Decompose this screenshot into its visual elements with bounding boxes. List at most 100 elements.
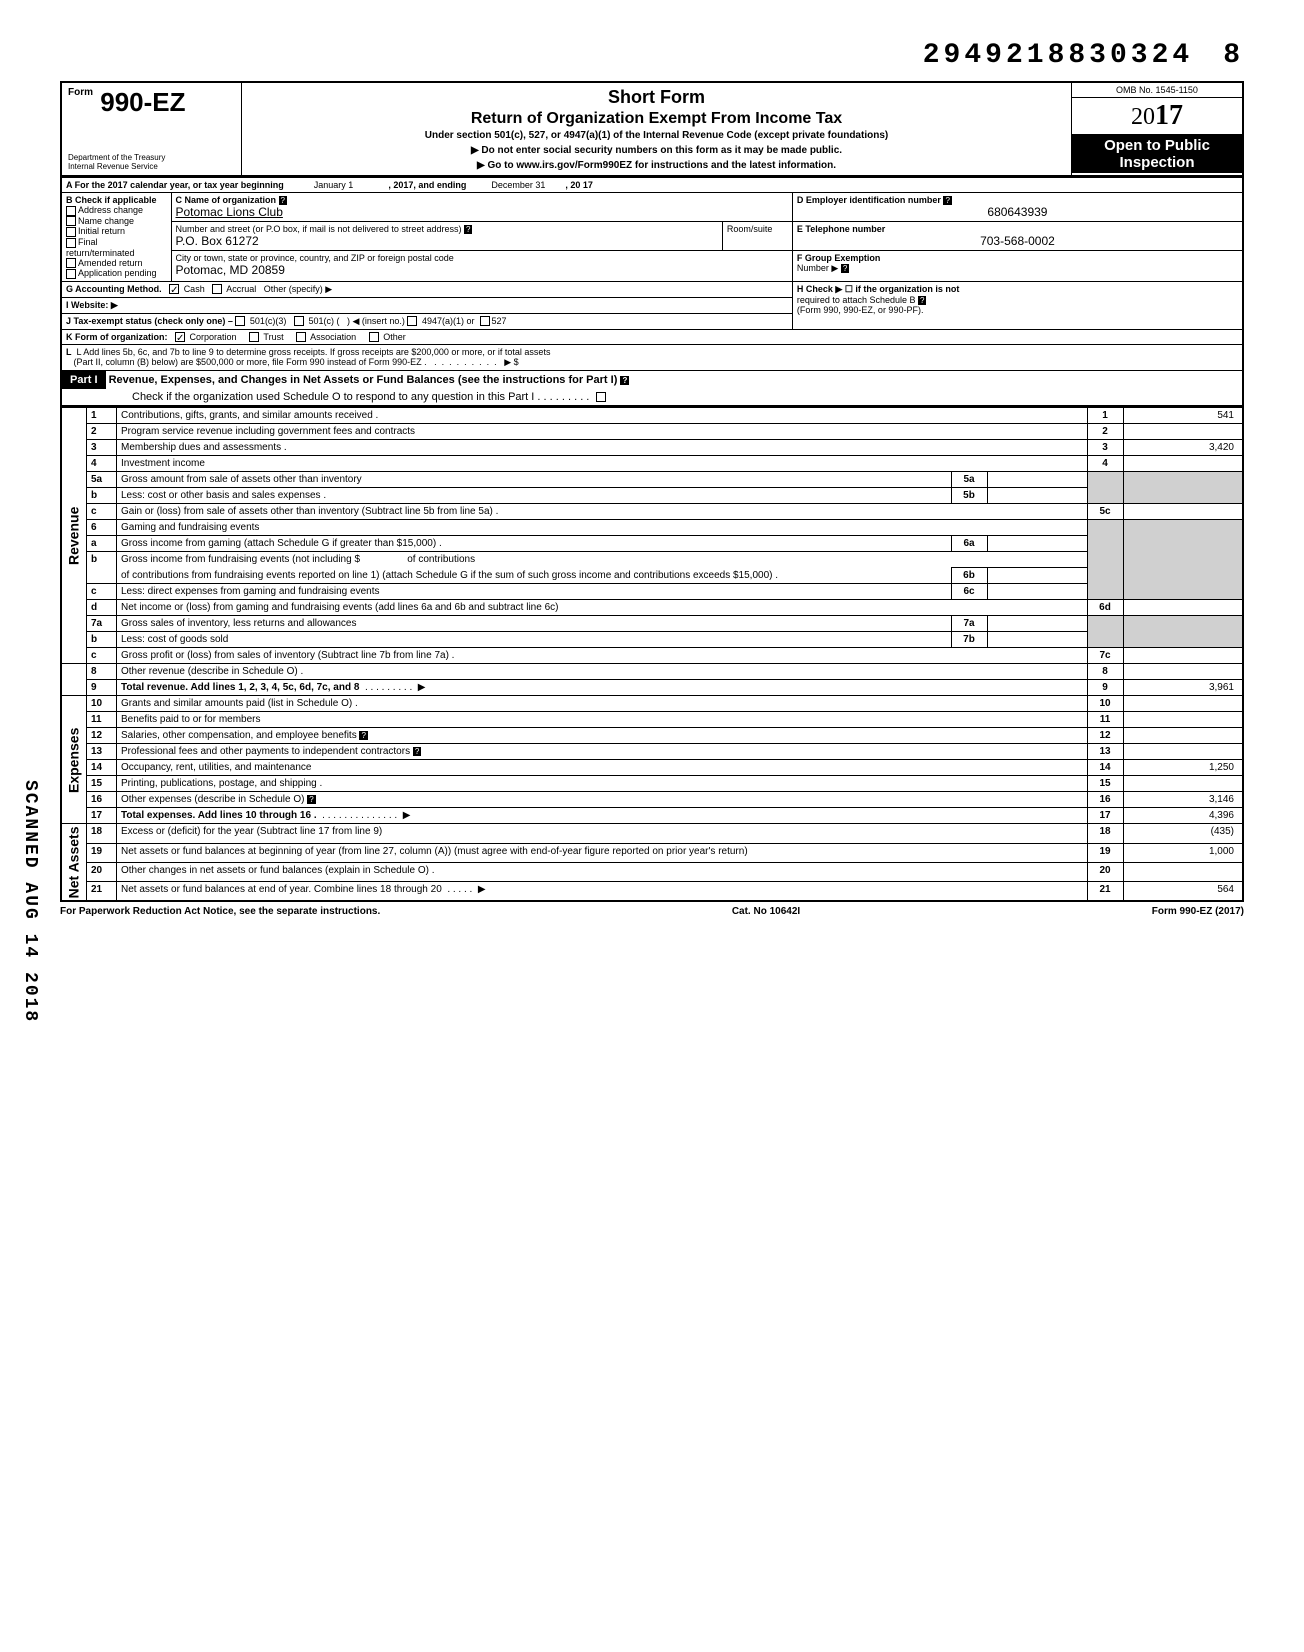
row-a: A For the 2017 calendar year, or tax yea… xyxy=(61,178,1243,193)
part1-title: Revenue, Expenses, and Changes in Net As… xyxy=(109,374,618,386)
line-num-7c: c xyxy=(87,648,117,664)
line-11-val xyxy=(1123,712,1243,728)
part1-table: Revenue 1 Contributions, gifts, grants, … xyxy=(60,407,1244,902)
c-city-cell: City or town, state or province, country… xyxy=(171,251,792,282)
checkbox-trust-icon[interactable] xyxy=(249,332,259,342)
checkbox-cash-icon[interactable] xyxy=(169,284,179,294)
help-icon: ? xyxy=(620,376,629,385)
line-6-desc: Gaming and fundraising events xyxy=(117,520,1088,536)
b-opt-0: Address change xyxy=(78,205,143,215)
box-num-14: 14 xyxy=(1087,760,1123,776)
line-9-desc-wrap: Total revenue. Add lines 1, 2, 3, 4, 5c,… xyxy=(117,680,1088,696)
line-num-6c: c xyxy=(87,584,117,600)
tax-year: 2017 xyxy=(1072,98,1242,135)
k-trust: Trust xyxy=(263,332,283,342)
checkbox-4947-icon[interactable] xyxy=(407,316,417,326)
j-tax-exempt-cell: J Tax-exempt status (check only one) – 5… xyxy=(61,313,792,329)
b-opt-4: Amended return xyxy=(78,258,143,268)
checkbox-other-icon[interactable] xyxy=(369,332,379,342)
line-7c-val xyxy=(1123,648,1243,664)
title-short-form: Short Form xyxy=(250,87,1063,108)
line-17-wrap: Total expenses. Add lines 10 through 16 … xyxy=(117,808,1088,824)
street-label: Number and street (or P.O box, if mail i… xyxy=(176,224,462,234)
g-label: G Accounting Method. xyxy=(66,284,162,294)
line-13-desc: Professional fees and other payments to … xyxy=(121,746,410,757)
b-address-change[interactable]: Address change xyxy=(66,205,167,216)
f-group-cell: F Group Exemption Number ▶ ? xyxy=(792,251,1243,282)
line-num-16: 16 xyxy=(87,792,117,808)
b-opt-3: Final return/terminated xyxy=(66,237,135,258)
dept-block: Department of the Treasury Internal Reve… xyxy=(68,153,235,171)
line-8-desc: Other revenue (describe in Schedule O) . xyxy=(117,664,1088,680)
b-initial-return[interactable]: Initial return xyxy=(66,226,167,237)
line-19-val: 1,000 xyxy=(1123,843,1243,862)
line-6d-val xyxy=(1123,600,1243,616)
checkbox-icon[interactable] xyxy=(66,227,76,237)
box-num-17: 17 xyxy=(1087,808,1123,824)
box-5-shaded-val xyxy=(1123,472,1243,504)
e-label: E Telephone number xyxy=(797,224,885,234)
checkbox-icon[interactable] xyxy=(66,258,76,268)
line-num-8: 8 xyxy=(87,664,117,680)
box-7-shaded-val xyxy=(1123,616,1243,648)
checkbox-corp-icon[interactable] xyxy=(175,332,185,342)
checkbox-accrual-icon[interactable] xyxy=(212,284,222,294)
line-15-desc: Printing, publications, postage, and shi… xyxy=(117,776,1088,792)
footer: For Paperwork Reduction Act Notice, see … xyxy=(60,902,1244,921)
checkbox-assoc-icon[interactable] xyxy=(296,332,306,342)
note-ssn: ▶ Do not enter social security numbers o… xyxy=(250,145,1063,156)
d-ein-cell: D Employer identification number ? 68064… xyxy=(792,193,1243,222)
document-number: 29492188303248 xyxy=(60,40,1244,71)
b-amended-return[interactable]: Amended return xyxy=(66,258,167,269)
checkbox-icon[interactable] xyxy=(66,206,76,216)
f-label: F Group Exemption xyxy=(797,253,881,263)
line-num-18: 18 xyxy=(87,824,117,843)
box-5-shaded xyxy=(1087,472,1123,504)
checkbox-icon[interactable] xyxy=(66,216,76,226)
mini-6c: 6c xyxy=(951,584,987,600)
line-16-val: 3,146 xyxy=(1123,792,1243,808)
line-12-wrap: Salaries, other compensation, and employ… xyxy=(117,728,1088,744)
line-6b-desc2: of contributions from fundraising events… xyxy=(117,568,952,584)
checkbox-501c-icon[interactable] xyxy=(294,316,304,326)
box-num-12: 12 xyxy=(1087,728,1123,744)
mini-5b-val xyxy=(987,488,1087,504)
org-name: Potomac Lions Club xyxy=(176,205,283,219)
side-netassets: Net Assets xyxy=(61,824,87,901)
j-label: J Tax-exempt status (check only one) – xyxy=(66,316,233,326)
line-num-11: 11 xyxy=(87,712,117,728)
l-text2: (Part II, column (B) below) are $500,000… xyxy=(74,357,427,367)
checkbox-icon[interactable] xyxy=(66,269,76,279)
box-num-11: 11 xyxy=(1087,712,1123,728)
line-16-desc: Other expenses (describe in Schedule O) xyxy=(121,794,304,805)
line-5b-desc: Less: cost or other basis and sales expe… xyxy=(117,488,952,504)
k-corp: Corporation xyxy=(190,332,237,342)
footer-form-num: 990-EZ xyxy=(1180,906,1213,917)
checkbox-schedule-o-icon[interactable] xyxy=(596,392,606,402)
line-1-val: 541 xyxy=(1123,408,1243,424)
b-application-pending[interactable]: Application pending xyxy=(66,268,167,279)
line-6b-desc-wrap: Gross income from fundraising events (no… xyxy=(117,552,1088,568)
checkbox-527-icon[interactable] xyxy=(480,316,490,326)
g-accounting-cell: G Accounting Method. Cash Accrual Other … xyxy=(61,281,792,297)
g-other: Other (specify) ▶ xyxy=(264,284,332,294)
b-final-return[interactable]: Final return/terminated xyxy=(66,237,167,258)
line-14-val: 1,250 xyxy=(1123,760,1243,776)
line-18-val: (435) xyxy=(1123,824,1243,843)
line-num-9: 9 xyxy=(87,680,117,696)
checkbox-icon[interactable] xyxy=(66,238,76,248)
checkbox-501c3-icon[interactable] xyxy=(235,316,245,326)
line-20-val xyxy=(1123,862,1243,881)
line-13-wrap: Professional fees and other payments to … xyxy=(117,744,1088,760)
help-icon: ? xyxy=(464,225,472,234)
line-num-7b: b xyxy=(87,632,117,648)
j-501c3: 501(c)(3) xyxy=(250,316,287,326)
open-line2: Inspection xyxy=(1078,154,1236,171)
b-name-change[interactable]: Name change xyxy=(66,216,167,227)
line-13-val xyxy=(1123,744,1243,760)
line-num-5a: 5a xyxy=(87,472,117,488)
line-17-val: 4,396 xyxy=(1123,808,1243,824)
box-num-7c: 7c xyxy=(1087,648,1123,664)
dept-treasury: Department of the Treasury xyxy=(68,153,235,162)
box-num-1: 1 xyxy=(1087,408,1123,424)
